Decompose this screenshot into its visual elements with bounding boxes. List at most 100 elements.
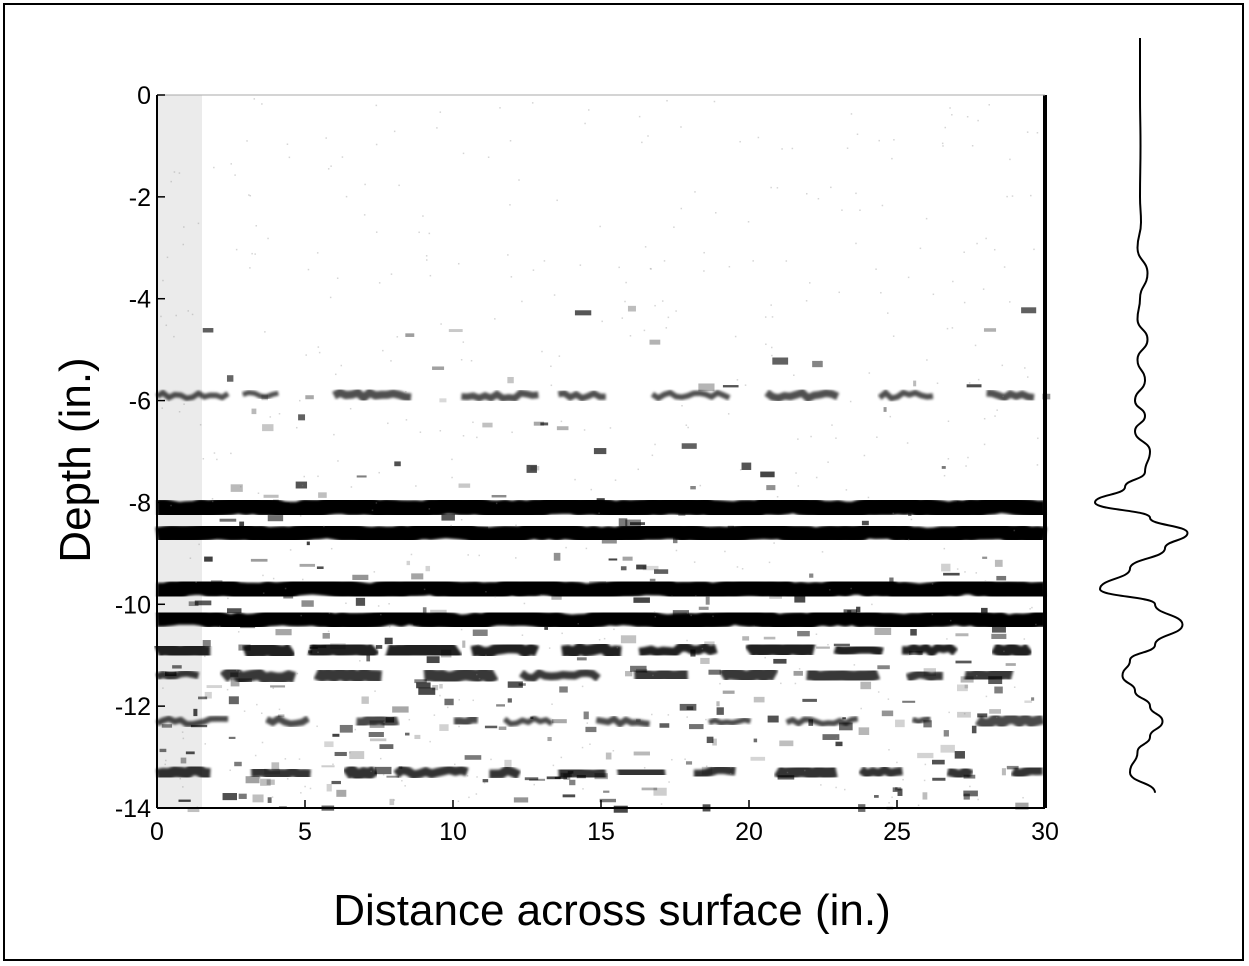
noise-dot [994, 415, 996, 417]
noise-dot [794, 682, 797, 685]
noise-dot [533, 783, 535, 786]
speckle [941, 466, 946, 469]
noise-dot [601, 320, 603, 323]
speckle [316, 566, 324, 569]
noise-dot [741, 568, 744, 570]
speckle [593, 448, 607, 455]
noise-dot [705, 765, 708, 768]
speckle [226, 608, 242, 614]
speckle [802, 698, 817, 702]
noise-dot [1013, 529, 1016, 532]
noise-dot [509, 140, 512, 142]
noise-dot [947, 420, 950, 423]
noise-dot [770, 304, 772, 306]
noise-dot [701, 647, 704, 650]
noise-dot [254, 754, 257, 757]
noise-dot [929, 718, 931, 721]
noise-dot [378, 471, 380, 474]
noise-dot [638, 115, 641, 118]
speckle [777, 775, 795, 780]
noise-dot [173, 171, 176, 173]
noise-dot [947, 458, 950, 460]
speckle [981, 607, 988, 614]
noise-dot [695, 595, 697, 597]
y-axis-title: Depth (in.) [51, 357, 100, 562]
y-tick-label: -4 [129, 286, 151, 314]
noise-dot [687, 426, 689, 429]
speckle [966, 384, 982, 388]
noise-dot [798, 668, 801, 670]
noise-dot [405, 390, 407, 393]
noise-dot [815, 476, 818, 479]
speckle [228, 696, 239, 705]
speckle [198, 696, 208, 700]
noise-dot [841, 209, 843, 211]
speckle [963, 617, 969, 620]
noise-dot [660, 803, 663, 805]
speckle [977, 713, 988, 718]
speckle [763, 636, 776, 640]
noise-dot [552, 764, 555, 767]
speckle [559, 686, 568, 693]
speckle [414, 734, 421, 740]
speckle [498, 726, 507, 730]
noise-dot [629, 335, 632, 337]
speckle [556, 426, 569, 431]
speckle [1021, 307, 1037, 314]
noise-dot [703, 251, 705, 254]
noise-dot [976, 242, 978, 245]
noise-dot [565, 546, 567, 549]
speckle [226, 375, 234, 382]
noise-dot [301, 484, 304, 487]
speckle [839, 722, 853, 731]
reflector-segment [251, 765, 311, 781]
speckle [398, 766, 403, 769]
noise-dot [964, 571, 966, 573]
noise-dot [845, 489, 848, 491]
speckle [180, 757, 187, 764]
x-tick-label: 25 [883, 818, 911, 846]
speckle [301, 600, 314, 607]
noise-dot [551, 703, 553, 705]
noise-dot [284, 587, 287, 590]
noise-dot [793, 374, 795, 377]
noise-dot [892, 335, 895, 337]
noise-dot [253, 98, 256, 100]
noise-dot [1035, 623, 1037, 626]
speckle [743, 617, 750, 620]
speckle [954, 751, 965, 759]
noise-dot [375, 502, 378, 504]
noise-dot [776, 495, 779, 498]
noise-dot [712, 615, 714, 618]
noise-dot [168, 399, 170, 402]
noise-dot [450, 524, 452, 527]
noise-dot [380, 613, 382, 616]
speckle [458, 483, 471, 488]
noise-dot [189, 557, 192, 559]
speckle [562, 794, 576, 798]
noise-dot [560, 420, 563, 423]
speckle [399, 506, 411, 515]
speckle [964, 684, 969, 689]
noise-dot [428, 508, 431, 510]
reflector-segment [744, 639, 816, 660]
noise-dot [805, 300, 808, 302]
speckle [551, 594, 562, 600]
speckle [368, 732, 384, 737]
noise-dot [1037, 437, 1039, 440]
noise-dot [388, 625, 391, 628]
noise-dot [686, 639, 688, 642]
speckle [230, 484, 243, 492]
noise-dot [327, 168, 330, 170]
reflector-segment [242, 390, 279, 400]
noise-dot [523, 602, 526, 605]
speckle [321, 765, 335, 768]
speckle [546, 776, 561, 780]
noise-dot [1001, 364, 1004, 367]
noise-dot [262, 592, 265, 594]
speckle [545, 586, 553, 590]
noise-dot [472, 421, 474, 424]
noise-dot [581, 746, 584, 749]
noise-dot [846, 147, 849, 149]
noise-dot [993, 248, 996, 251]
